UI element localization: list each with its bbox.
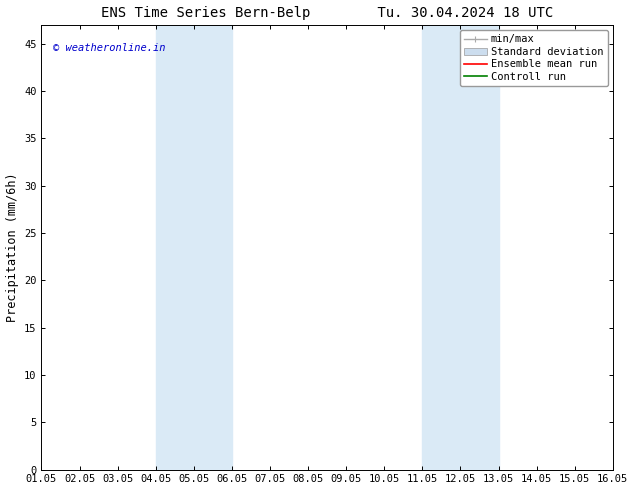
Text: © weatheronline.in: © weatheronline.in [53, 43, 165, 53]
Bar [156, 25, 232, 469]
Bar [422, 25, 498, 469]
Title: ENS Time Series Bern-Belp        Tu. 30.04.2024 18 UTC: ENS Time Series Bern-Belp Tu. 30.04.2024… [101, 5, 553, 20]
Y-axis label: Precipitation (mm/6h): Precipitation (mm/6h) [6, 172, 18, 322]
Legend: min/max, Standard deviation, Ensemble mean run, Controll run: min/max, Standard deviation, Ensemble me… [460, 30, 607, 86]
